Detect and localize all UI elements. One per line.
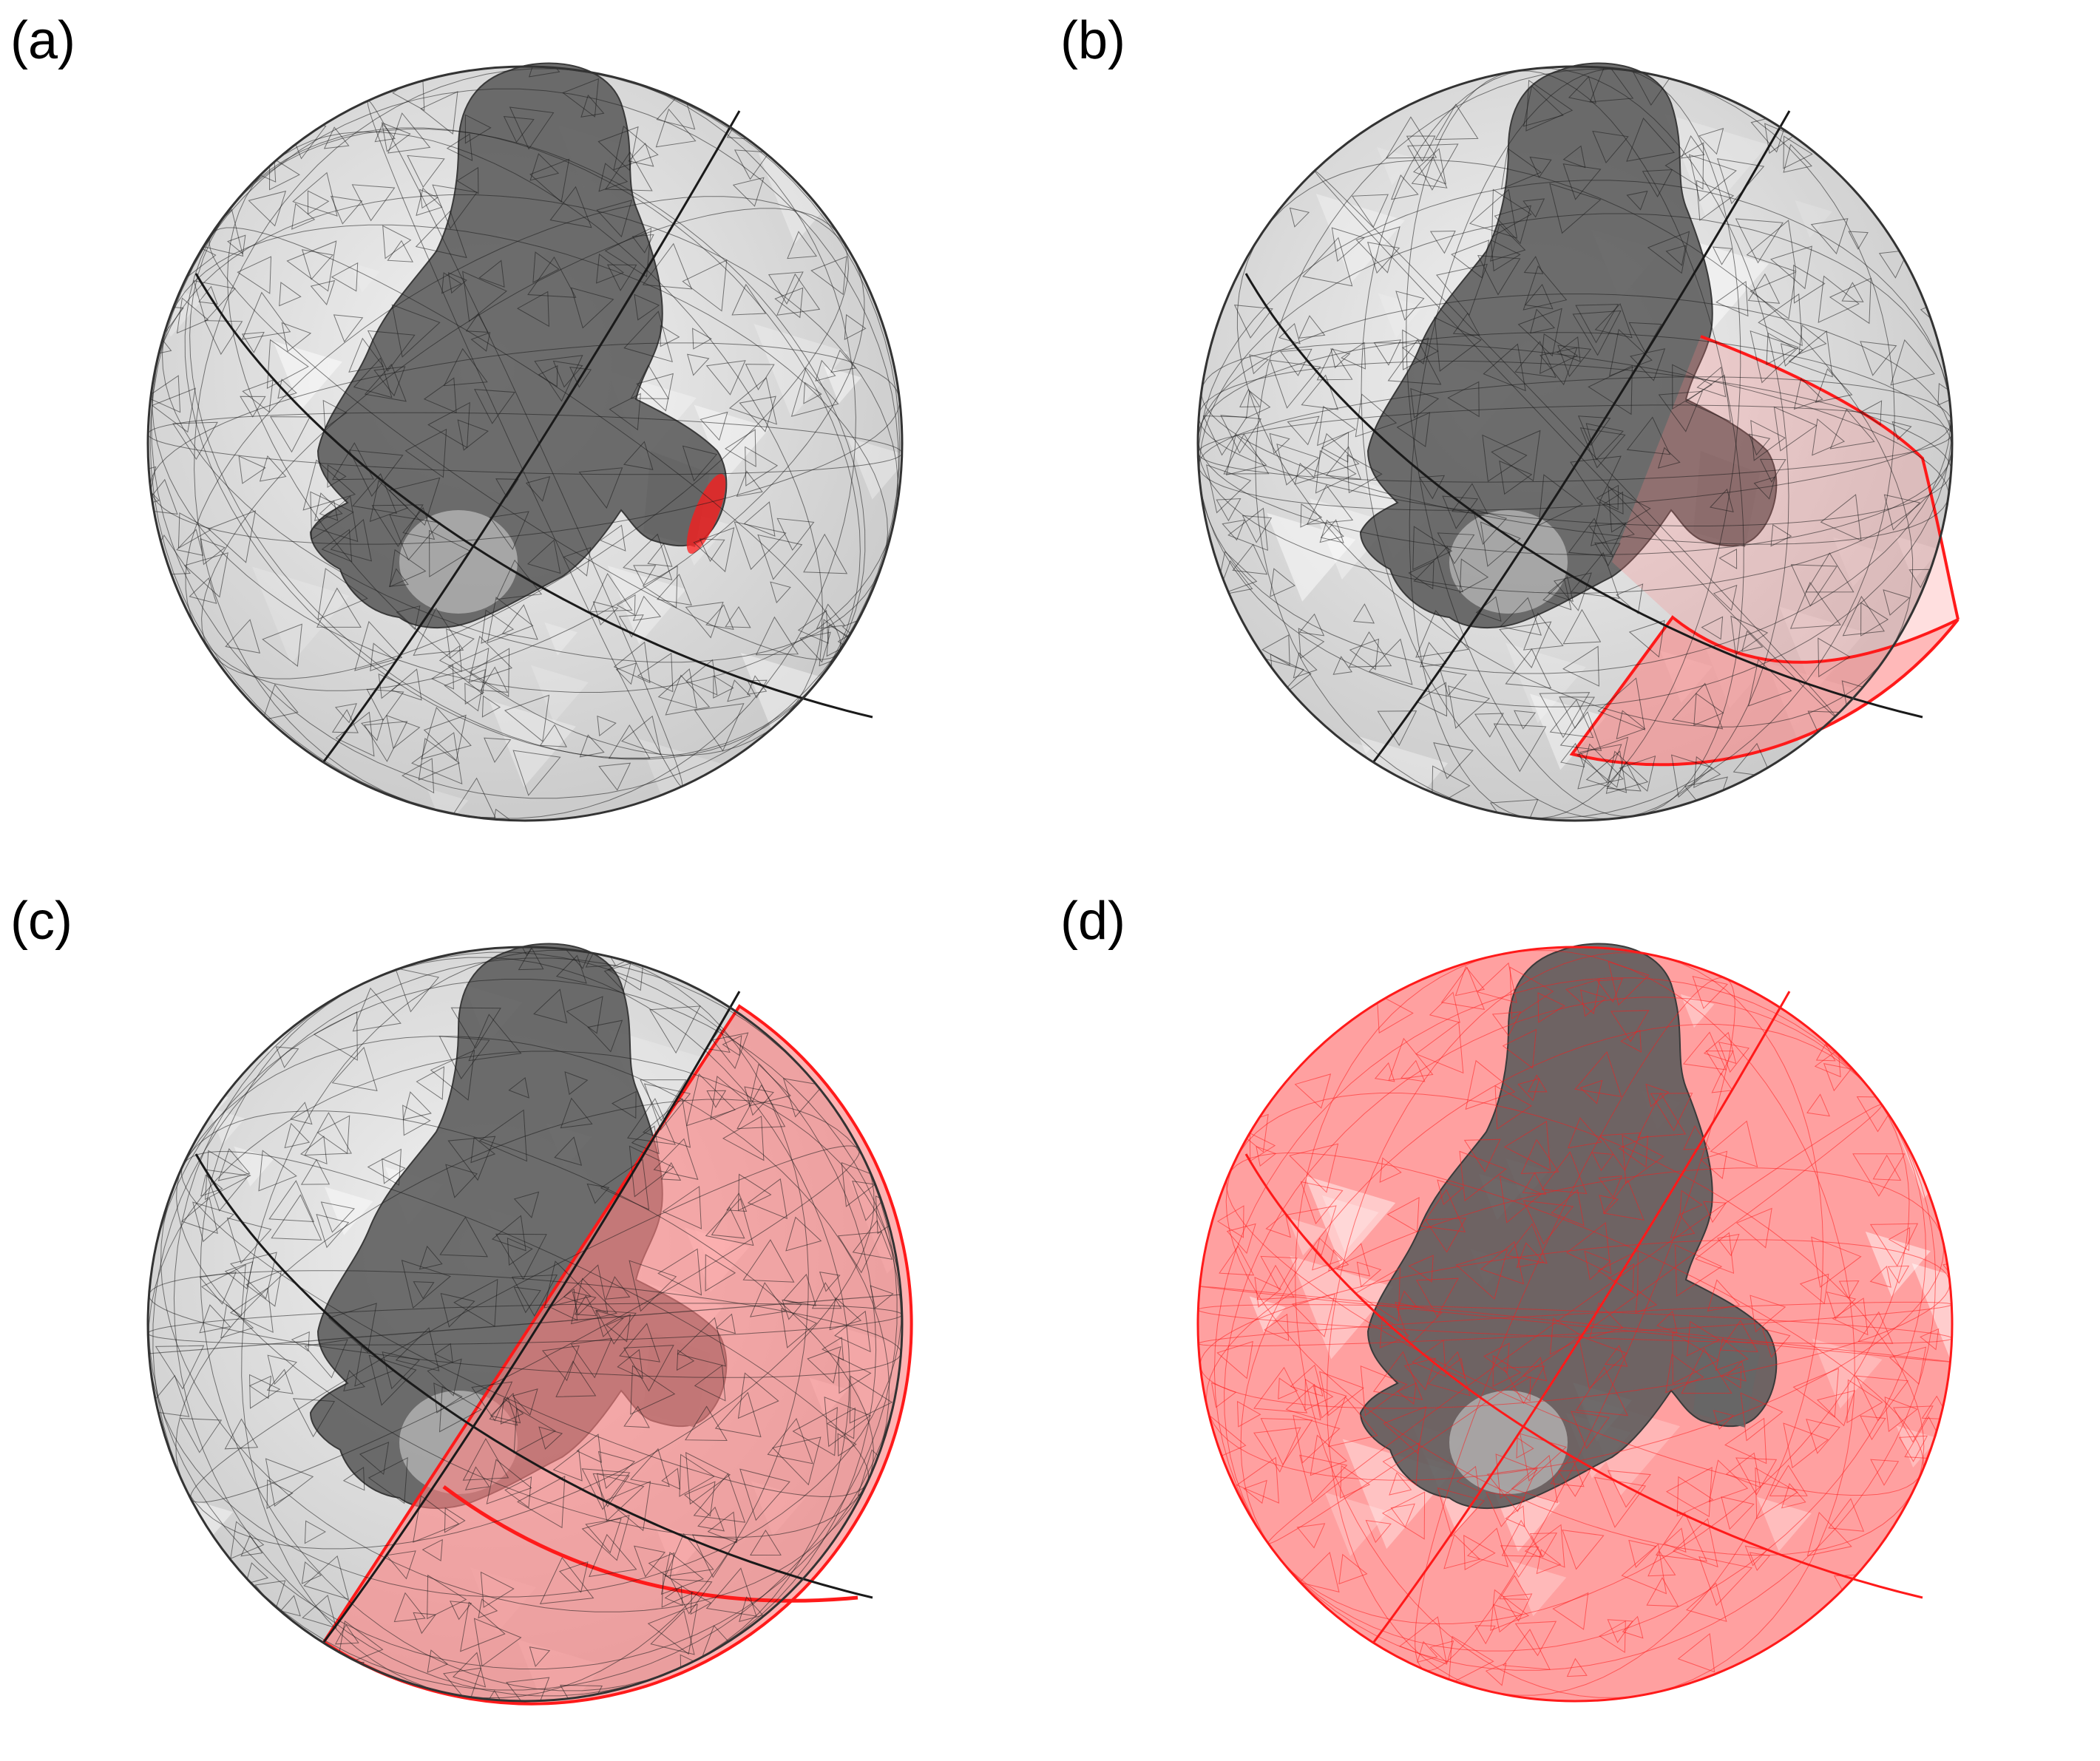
panel-c-label: (c) bbox=[10, 892, 72, 951]
cut-lines bbox=[1244, 110, 1923, 762]
highlight-outlet-cap bbox=[686, 473, 726, 554]
highlight-half-arc bbox=[442, 1485, 858, 1603]
panel-a-label: (a) bbox=[10, 11, 75, 70]
panel-c-figure bbox=[146, 943, 913, 1706]
panel-d-label: (d) bbox=[1060, 892, 1125, 951]
inner-body-lobe bbox=[1449, 510, 1568, 614]
panel-a-figure bbox=[146, 62, 904, 822]
panel-a: (a) bbox=[0, 0, 1050, 881]
wireframe-mesh bbox=[1198, 950, 1952, 1698]
highlight-sector-upper bbox=[1612, 336, 1958, 662]
sphere-outline bbox=[1196, 65, 1954, 822]
panel-b: (b) bbox=[1050, 0, 2100, 881]
panel-b-label: (b) bbox=[1060, 11, 1125, 70]
sphere-outline bbox=[1196, 946, 1954, 1703]
panel-b-figure bbox=[1196, 62, 1960, 822]
wireframe-mesh bbox=[1198, 67, 1952, 821]
highlight-half bbox=[322, 1004, 913, 1706]
cut-lines bbox=[1244, 991, 1923, 1643]
cut-lines bbox=[194, 110, 873, 762]
panel-c: (c) bbox=[0, 881, 1050, 1761]
sphere-outline bbox=[146, 65, 904, 822]
sphere-outline bbox=[146, 946, 904, 1703]
panel-d-figure bbox=[1196, 943, 1954, 1703]
cut-lines bbox=[194, 991, 873, 1643]
panel-d: (d) bbox=[1050, 881, 2100, 1761]
inner-body bbox=[309, 62, 728, 628]
